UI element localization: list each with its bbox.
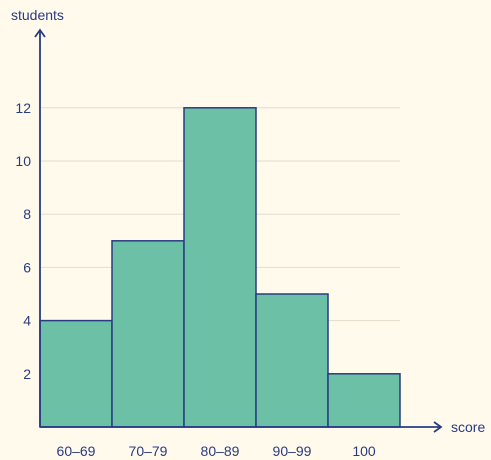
bar-80–89 [183,107,257,428]
y-axis-label: students [11,7,64,23]
bar-70–79 [111,240,185,428]
x-tick-label-90–99: 90–99 [273,443,312,459]
y-tick-label-2: 2 [23,366,31,382]
x-axis-label: score [451,419,485,435]
x-tick-label-70–79: 70–79 [129,443,168,459]
bar-60–69 [39,319,113,428]
bar-100 [327,373,401,428]
x-axis-arrowhead [433,421,443,433]
x-tick-label-80–89: 80–89 [201,443,240,459]
x-tick-label-60–69: 60–69 [57,443,96,459]
y-tick-label-4: 4 [23,313,31,329]
x-tick-label-100: 100 [352,443,376,459]
x-tick-labels: 60–69 70–79 80–89 90–99 100 [57,443,376,459]
axes [34,28,443,433]
y-tick-label-10: 10 [15,153,31,169]
y-tick-label-6: 6 [23,259,31,275]
y-tick-label-12: 12 [15,100,31,116]
bars [39,107,401,428]
y-axis-arrowhead [34,28,46,38]
bar-90–99 [255,293,329,428]
y-tick-label-8: 8 [23,206,31,222]
y-tick-labels: 2 4 6 8 10 12 [15,100,31,382]
